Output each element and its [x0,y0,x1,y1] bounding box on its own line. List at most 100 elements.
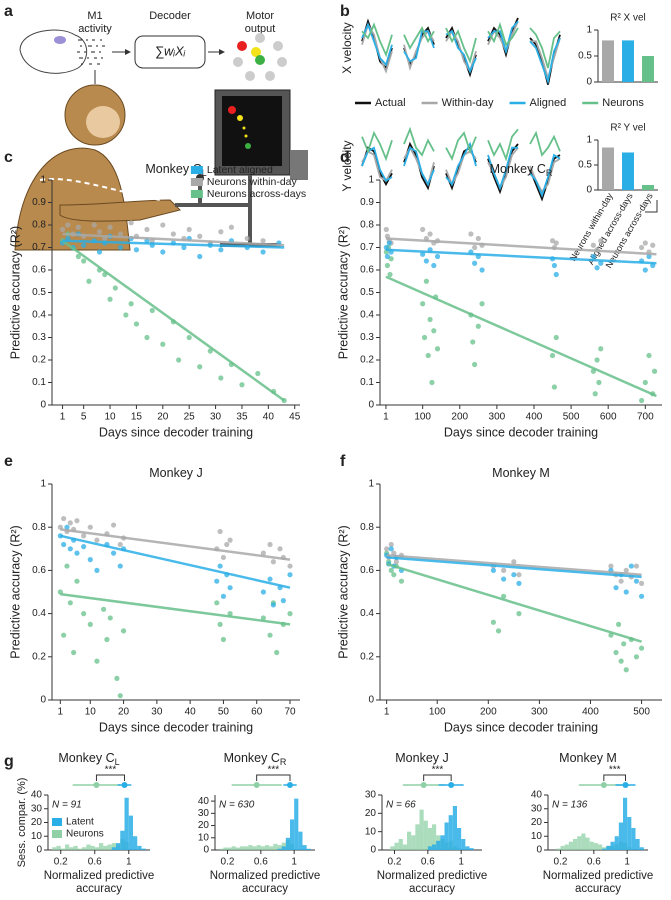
y-tick-label: 0.1 [32,377,46,388]
point [495,628,502,634]
point [267,541,273,548]
point [110,550,117,556]
x-axis-label: accuracy [409,883,455,895]
point [59,226,66,233]
point [220,554,227,561]
point [64,563,70,569]
mean-dot [622,782,629,788]
y-tick-label: 0.9 [32,197,46,208]
sig-bracket [95,774,125,781]
hist-bar [252,846,257,850]
x-tick-label: 100 [429,707,446,718]
point [596,379,602,386]
n-label: N = 91 [52,800,82,811]
significance: *** [105,765,117,776]
x-tick-label: 1 [60,412,66,423]
chart-title: R² Y vel [610,123,645,134]
y-tick-label: 40 [531,790,543,801]
y-tick-label: 0.2 [360,651,374,662]
point [590,242,596,248]
y-tick-label: 0.8 [32,522,46,533]
point [388,546,394,552]
point [633,578,640,584]
x-tick-label: 15 [131,412,143,423]
legend-swatch [52,830,62,838]
point [117,231,124,237]
y-tick-label: 0.6 [360,265,374,276]
y-tick-label: 0.7 [360,242,374,253]
hist-bar [240,846,245,850]
point [117,693,123,699]
y-tick-label: 0.1 [360,377,374,388]
point [112,285,118,291]
mean-dot [121,782,128,788]
chart-title: Monkey CR [224,751,287,767]
point [67,546,73,552]
y-tick-label: 0.7 [32,242,46,253]
point [280,598,286,604]
hist-bar [432,844,437,850]
panel-label: d [340,149,350,166]
point [176,357,182,363]
title-text: Monkey C [145,162,201,176]
hist-bar [631,828,636,850]
hist-bar [444,822,449,850]
y-axis-label: Predictive accuracy (R²) [336,525,350,658]
point [383,226,389,233]
bar [622,40,634,82]
y-tick-label: 1 [586,25,592,36]
fit-line [385,248,657,265]
x-tick-label: 0.6 [587,857,601,868]
point [260,249,266,255]
hist-bar [639,847,644,850]
legend-swatch [190,178,203,186]
x-axis-label: Normalized predictive [44,870,155,882]
point [197,253,203,260]
panel-label: f [340,453,346,470]
point [479,267,485,273]
point [623,567,629,574]
point [594,265,600,271]
hist-bar [390,846,395,850]
mean-dot [448,782,455,788]
legend-label: Aligned [530,97,567,109]
y-tick-label: 30 [31,803,43,814]
point [107,296,113,302]
mean-dot [287,782,293,788]
x-axis-label: Normalized predictive [210,870,321,882]
x-tick-label: 30 [151,707,163,718]
x-axis-label: Days since decoder training [444,425,598,439]
point [592,391,598,397]
y-tick-label: 0.6 [32,565,46,576]
point [638,593,645,599]
y-axis-label: Predictive accuracy (R²) [8,226,22,359]
x-tick-label: 0.6 [254,857,268,868]
x-tick-label: 40 [263,412,275,423]
panel-label: c [4,149,13,166]
hist-bar [598,844,603,850]
point [516,580,522,586]
hist-bar [260,846,265,850]
sig-bracket [603,774,626,781]
point [434,253,441,260]
title-text: Monkey M [559,751,617,765]
y-tick-label: 0 [36,845,42,856]
y-tick-label: 40 [198,796,210,807]
x-tick-label: 1 [291,857,297,868]
point [479,301,485,307]
m1-area [54,36,66,44]
x-tick-label: 1 [58,707,64,718]
mean-dot [600,782,607,788]
hist-bar [415,824,420,850]
hist-bar [469,848,474,850]
x-axis-label: accuracy [575,883,621,895]
point [170,231,176,237]
hist-bar [556,848,561,850]
bar [602,40,614,82]
point [384,546,390,552]
x-tick-label: 1 [624,857,630,868]
hist-bar [448,815,453,850]
x-tick-label: 1 [126,857,132,868]
chart-title: Monkey M [559,751,617,765]
m1-label: M1 [87,10,102,22]
